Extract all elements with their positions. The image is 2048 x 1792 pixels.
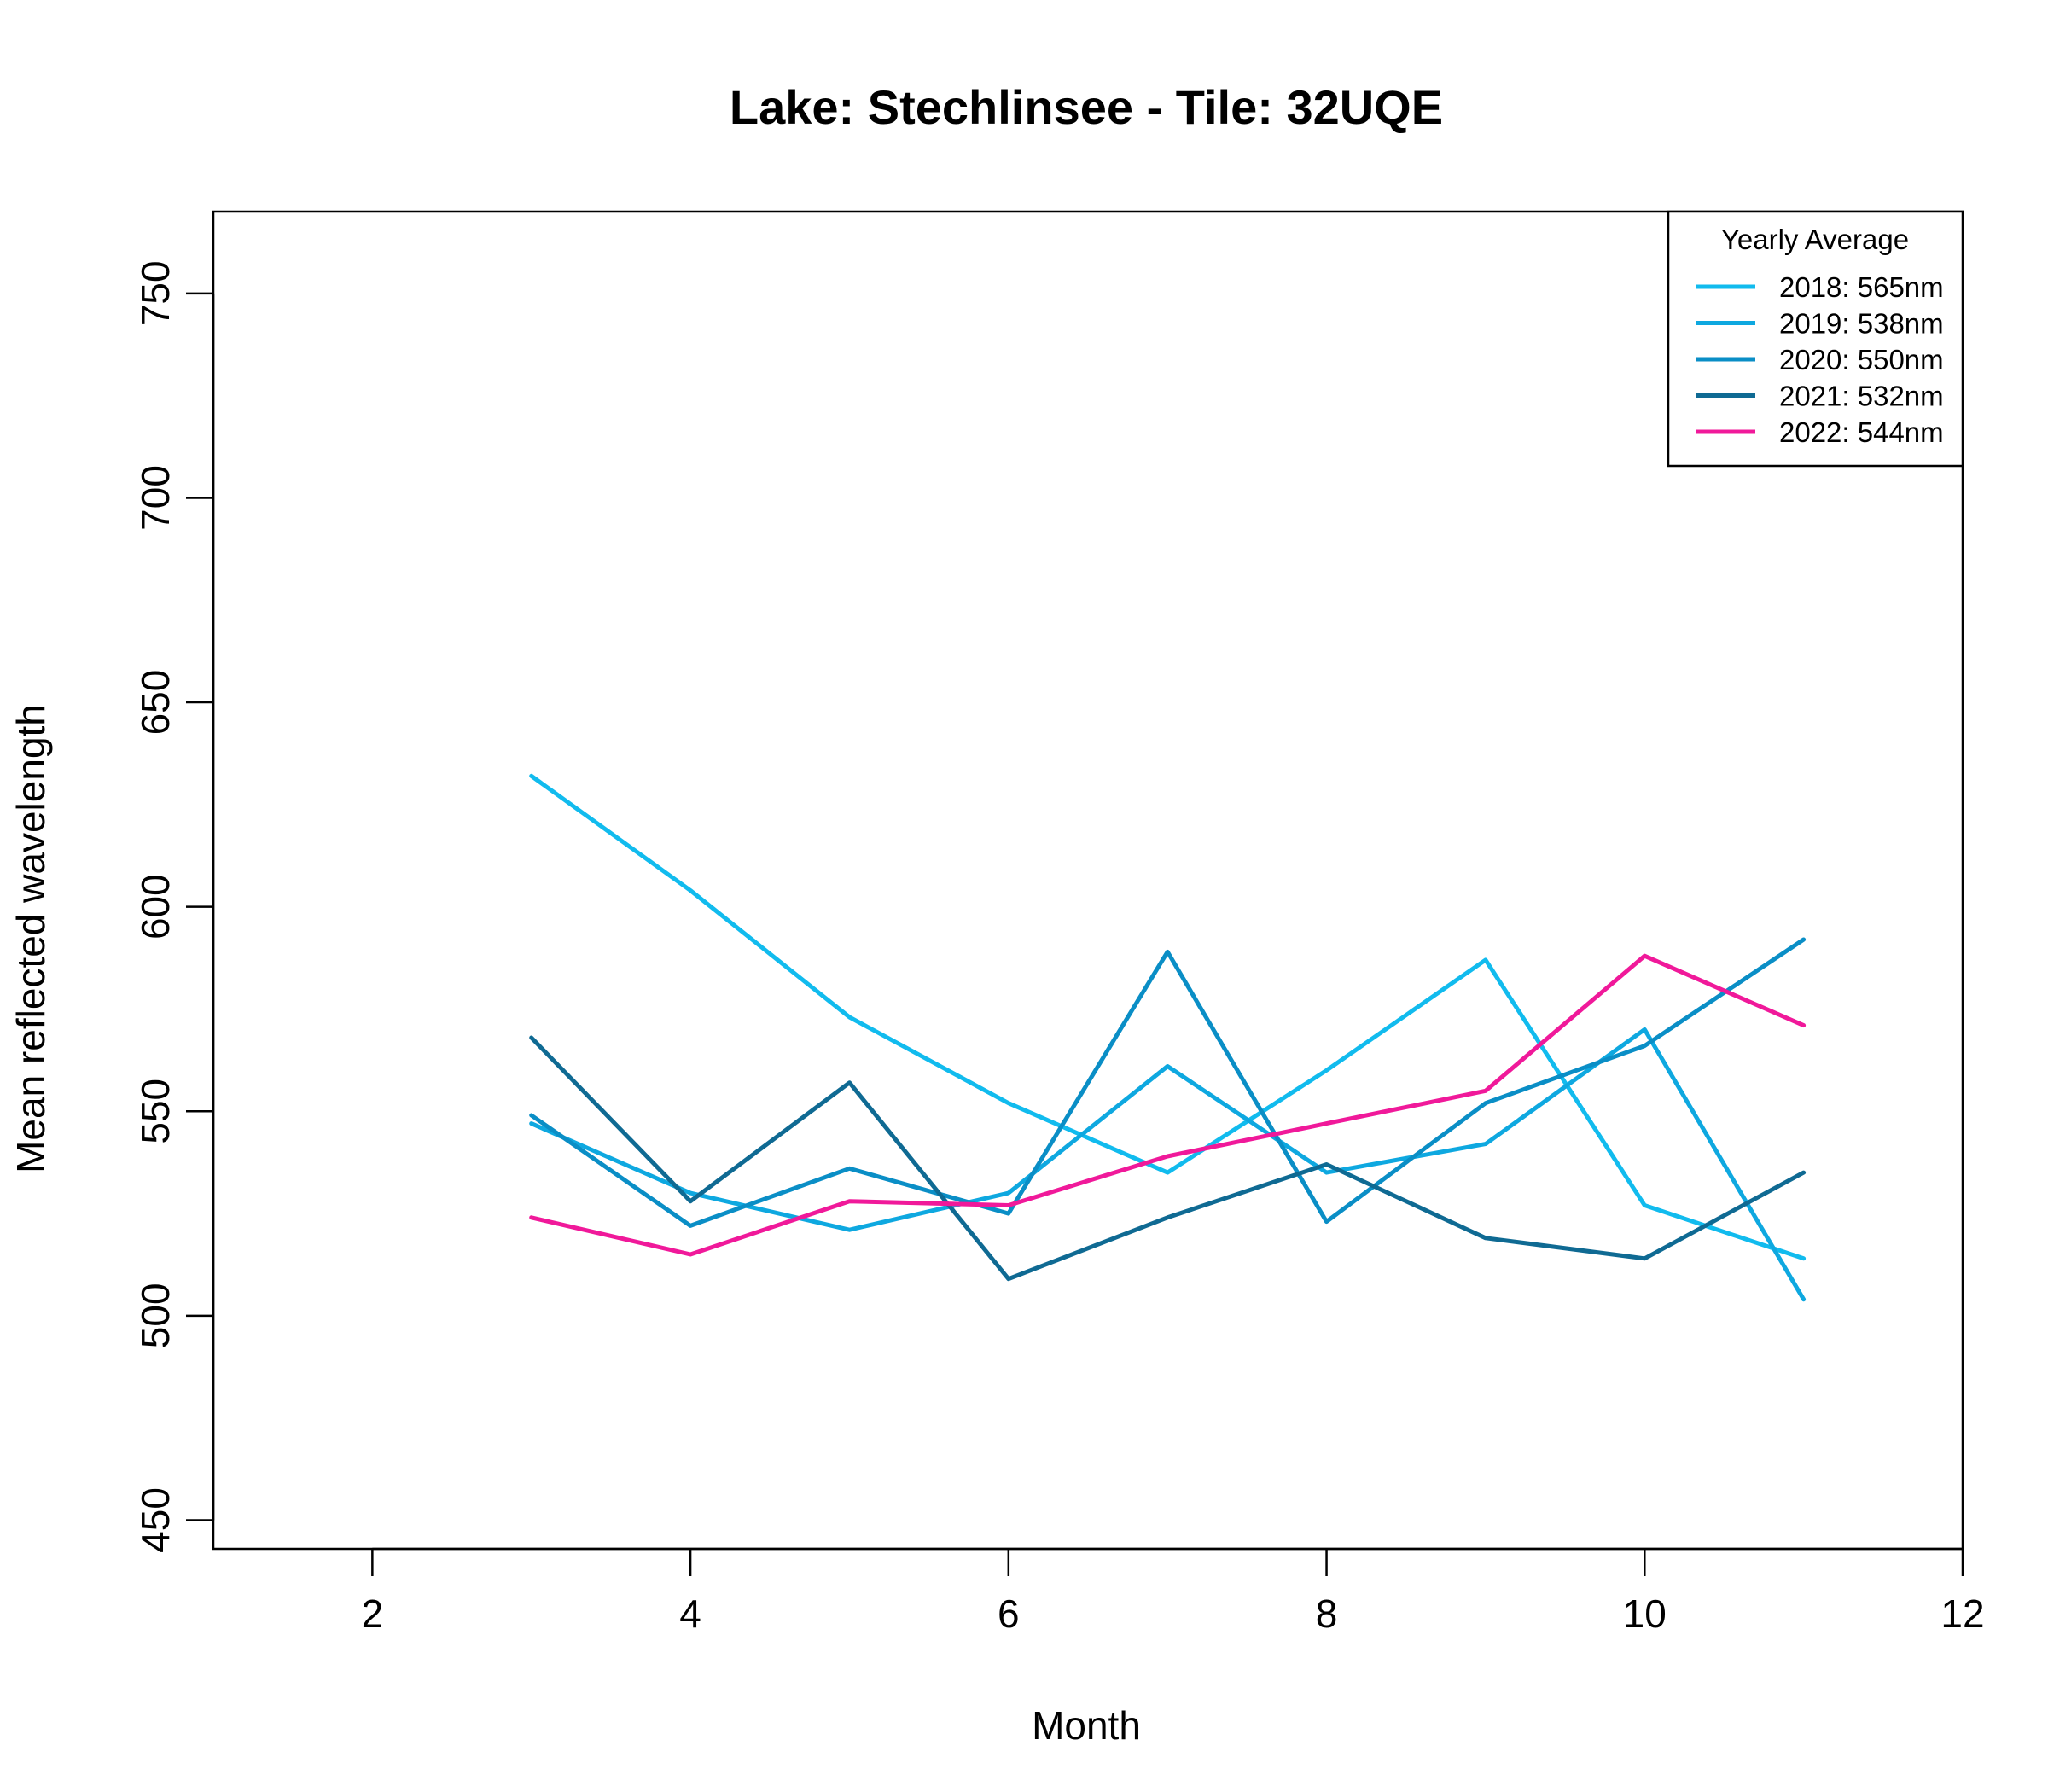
series-line-1 bbox=[529, 1027, 1807, 1302]
data-point bbox=[1644, 1028, 1645, 1030]
legend: Yearly Average 2018: 565nm 2019: 538nm 202… bbox=[1667, 210, 1964, 468]
data-point bbox=[1644, 955, 1645, 957]
series-line-4 bbox=[529, 953, 1807, 1257]
x-tick-label: 12 bbox=[1940, 1591, 1984, 1636]
data-point bbox=[531, 1217, 532, 1219]
y-tick-label: 600 bbox=[133, 874, 177, 940]
data-point bbox=[1803, 1299, 1805, 1300]
data-point bbox=[1326, 1164, 1328, 1166]
data-point bbox=[848, 1082, 850, 1084]
data-point bbox=[1803, 1172, 1805, 1173]
data-point bbox=[848, 1229, 850, 1231]
data-point bbox=[1803, 1258, 1805, 1260]
data-point bbox=[1485, 1237, 1487, 1239]
data-point bbox=[1326, 1069, 1328, 1071]
data-point bbox=[1167, 1066, 1168, 1068]
data-point bbox=[1008, 1204, 1009, 1206]
data-point bbox=[689, 889, 691, 891]
data-point bbox=[531, 1114, 532, 1116]
data-point bbox=[848, 1016, 850, 1018]
legend-box bbox=[1667, 210, 1964, 468]
data-point bbox=[1644, 1204, 1645, 1206]
data-point bbox=[1326, 1172, 1328, 1173]
legend-entry-label: 2020: 550nm bbox=[1779, 344, 1944, 375]
x-tick-label: 10 bbox=[1623, 1591, 1667, 1636]
data-point bbox=[1167, 1172, 1168, 1173]
data-point bbox=[1803, 1025, 1805, 1027]
legend-entry-label: 2021: 532nm bbox=[1779, 381, 1944, 412]
data-point bbox=[531, 1123, 532, 1125]
data-point bbox=[1008, 1278, 1009, 1280]
x-tick-label: 6 bbox=[998, 1591, 1020, 1636]
data-point bbox=[1008, 1213, 1009, 1214]
data-point bbox=[1167, 1155, 1168, 1157]
data-point bbox=[1485, 959, 1487, 961]
legend-entry-label: 2019: 538nm bbox=[1779, 308, 1944, 340]
data-point bbox=[1008, 1192, 1009, 1194]
x-tick-label: 4 bbox=[679, 1591, 701, 1636]
x-tick-label: 2 bbox=[362, 1591, 384, 1636]
data-point bbox=[1167, 951, 1168, 952]
data-point bbox=[1326, 1123, 1328, 1125]
data-point bbox=[848, 1167, 850, 1169]
chart-title: Lake: Stechlinsee - Tile: 32UQE bbox=[730, 80, 1443, 134]
data-point bbox=[531, 775, 532, 777]
series-layer bbox=[529, 773, 1807, 1302]
series-line-0 bbox=[529, 773, 1807, 1261]
data-point bbox=[1326, 1221, 1328, 1223]
data-point bbox=[1485, 1143, 1487, 1145]
y-tick-label: 500 bbox=[133, 1283, 177, 1348]
y-tick-label: 550 bbox=[133, 1079, 177, 1144]
data-point bbox=[689, 1192, 691, 1194]
data-point bbox=[1644, 1045, 1645, 1047]
data-point bbox=[1644, 1258, 1645, 1260]
legend-title: Yearly Average bbox=[1721, 224, 1909, 255]
y-tick-label: 750 bbox=[133, 260, 177, 326]
legend-entry-label: 2018: 565nm bbox=[1779, 271, 1944, 303]
y-axis-label: Mean reflected wavelength bbox=[9, 704, 53, 1173]
data-point bbox=[689, 1225, 691, 1226]
y-tick-label: 650 bbox=[133, 670, 177, 736]
data-point bbox=[531, 1037, 532, 1039]
x-tick-label: 8 bbox=[1316, 1591, 1338, 1636]
y-tick-label: 450 bbox=[133, 1487, 177, 1553]
x-axis-label: Month bbox=[1032, 1703, 1141, 1748]
data-point bbox=[1167, 1217, 1168, 1219]
y-axis: 450 500 550 600 650 700 750 bbox=[133, 260, 215, 1553]
data-point bbox=[1803, 939, 1805, 940]
x-axis: 2 4 6 8 10 12 bbox=[362, 1547, 1985, 1636]
y-tick-label: 700 bbox=[133, 465, 177, 531]
legend-entry-label: 2022: 544nm bbox=[1779, 416, 1944, 448]
